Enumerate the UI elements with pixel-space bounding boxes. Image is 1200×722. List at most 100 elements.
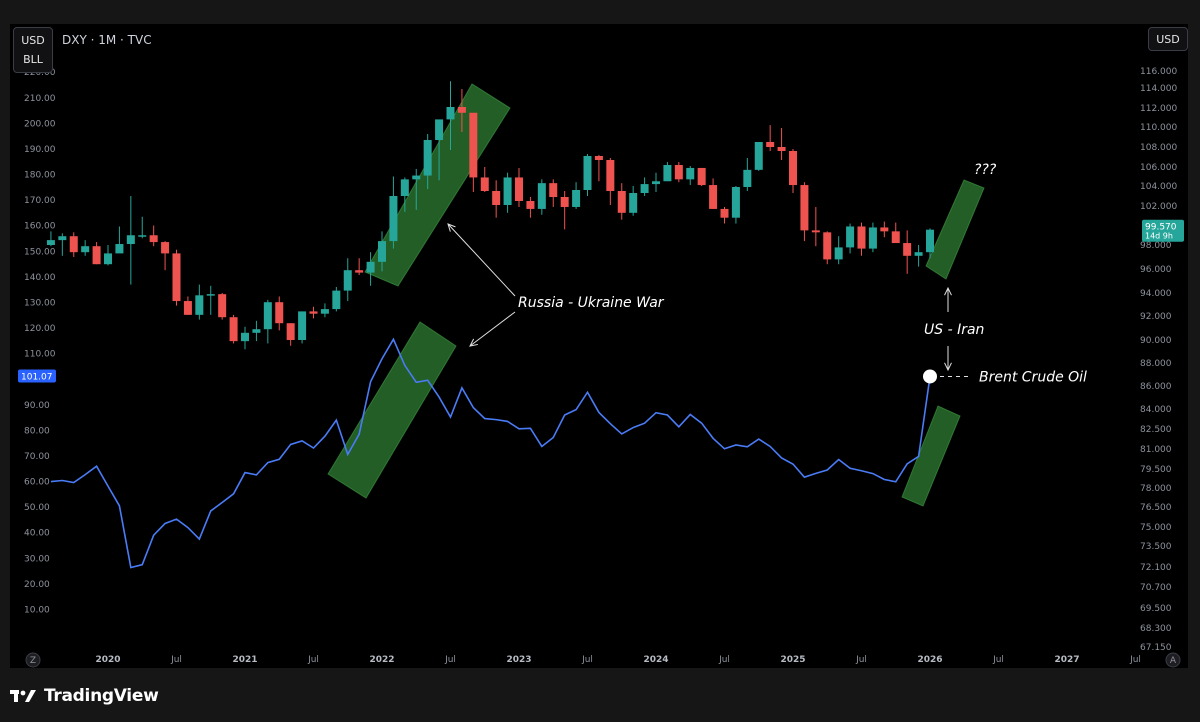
candle-body <box>263 302 272 330</box>
brand-name: TradingView <box>44 686 159 706</box>
oil-annotation: Brent Crude Oil <box>979 369 1087 385</box>
right-axis-tick: 70.700 <box>1140 583 1172 593</box>
candle-body <box>161 242 170 254</box>
iran-oil-highlight-box <box>901 405 961 507</box>
candle-body <box>469 112 478 178</box>
left-axis-tick: 150.00 <box>24 247 56 257</box>
candle-body <box>743 169 752 187</box>
oil-price-label: 101.07 <box>21 372 53 382</box>
candle-body <box>709 185 718 209</box>
iran-arrow-up-head <box>944 286 952 296</box>
candle-body <box>629 193 638 213</box>
right-axis-tick: 116.000 <box>1140 67 1177 77</box>
candle-body <box>686 167 695 180</box>
right-axis-tick: 96.000 <box>1140 265 1172 275</box>
right-axis-tick: 82.500 <box>1140 425 1172 435</box>
auto-scale-right-label: A <box>1170 656 1177 666</box>
time-axis: 2020 Jul 2021 Jul 2022 Jul 2023 Jul 2024 Jul 2025 J… <box>25 652 1181 668</box>
candle-body <box>149 235 158 243</box>
candle-body <box>594 156 603 160</box>
symbol-title: DXY · 1M · TVC <box>62 33 152 47</box>
time-axis-tick: Jul <box>992 655 1004 665</box>
right-axis-tick: 112.000 <box>1140 104 1177 114</box>
time-axis-tick: 2023 <box>506 655 531 665</box>
right-scale-selector[interactable]: USD <box>1148 27 1188 51</box>
candle-body <box>81 246 90 253</box>
candle-body <box>583 156 592 190</box>
left-axis-tick: 20.00 <box>24 580 50 590</box>
candle-body <box>926 229 934 253</box>
right-currency-label[interactable]: USD <box>1156 32 1180 46</box>
left-currency-label[interactable]: USD <box>21 34 45 47</box>
left-axis-tick: 210.00 <box>24 94 56 104</box>
annotations: Russia - Ukraine War US - Iran Brent Crude… <box>447 162 1087 385</box>
dxy-price-label: 99.570 <box>1145 223 1177 233</box>
left-axis-tick: 190.00 <box>24 145 56 155</box>
right-axis-tick: 94.000 <box>1140 289 1172 299</box>
right-axis-tick: 92.000 <box>1140 312 1172 322</box>
left-unit-label[interactable]: BLL <box>23 53 43 66</box>
dxy-price-badge <box>1142 219 1184 242</box>
candle-body <box>492 191 501 205</box>
iran-dxy-highlight-box <box>925 179 985 280</box>
candle-body <box>229 317 238 342</box>
right-axis-tick: 102.000 <box>1140 202 1177 212</box>
candle-body <box>69 236 78 253</box>
candle-body <box>435 119 444 140</box>
candle-body <box>138 235 147 237</box>
tradingview-branding: TradingView <box>10 684 159 708</box>
left-axis-tick: 160.00 <box>24 222 56 232</box>
right-axis-tick: 108.000 <box>1140 143 1177 153</box>
left-axis-tick: 200.00 <box>24 119 56 129</box>
time-axis-tick: 2025 <box>780 655 805 665</box>
left-axis-tick: 140.00 <box>24 273 56 283</box>
time-axis-tick: Jul <box>581 655 593 665</box>
right-axis-tick: 76.500 <box>1140 503 1172 513</box>
right-axis-tick: 86.000 <box>1140 382 1172 392</box>
candle-body <box>332 290 341 310</box>
candle-body <box>663 165 672 182</box>
candle-body <box>674 165 683 180</box>
left-axis-tick: 170.00 <box>24 196 56 206</box>
right-axis-tick: 84.000 <box>1140 405 1172 415</box>
candle-body <box>560 197 569 207</box>
right-axis-tick: 69.500 <box>1140 604 1172 614</box>
left-axis-tick: 120.00 <box>24 324 56 334</box>
time-axis-tick: 2027 <box>1054 655 1079 665</box>
left-price-axis: 220.00 210.00 200.00 190.00 180.00 170.00 160.… <box>18 68 56 615</box>
right-axis-tick: 75.000 <box>1140 523 1172 533</box>
candle-body <box>868 227 877 249</box>
left-axis-tick: 40.00 <box>24 529 50 539</box>
chart-panel[interactable]: Russia - Ukraine War US - Iran Brent Crude… <box>10 24 1188 668</box>
candle-body <box>366 261 375 273</box>
candle-body <box>903 243 912 256</box>
auto-scale-left-button <box>25 652 41 668</box>
time-axis-tick: 2026 <box>917 655 942 665</box>
candle-body <box>720 208 729 218</box>
left-axis-tick: 70.00 <box>24 452 50 462</box>
candle-body <box>355 270 364 273</box>
candle-body <box>298 311 307 340</box>
right-axis-tick: 106.000 <box>1140 163 1177 173</box>
candle-body <box>811 230 820 233</box>
candle-body <box>446 107 455 120</box>
left-scale-selector[interactable]: USD BLL <box>13 27 53 73</box>
candle-body <box>58 236 67 241</box>
time-axis-tick: Jul <box>444 655 456 665</box>
right-axis-tick: 114.000 <box>1140 84 1177 94</box>
dxy-countdown-label: 14d 9h <box>1145 232 1173 241</box>
candle-body <box>789 151 797 186</box>
candle-body <box>515 177 523 201</box>
chart-canvas[interactable]: Russia - Ukraine War US - Iran Brent Crude… <box>10 24 1188 668</box>
candle-body <box>914 252 923 256</box>
candle-body <box>412 175 421 180</box>
right-axis-tick: 73.500 <box>1140 542 1172 552</box>
war-oil-highlight-box <box>327 321 457 499</box>
tradingview-logo-icon <box>10 690 36 702</box>
candle-body <box>697 167 706 186</box>
candle-body <box>286 323 295 340</box>
candle-body <box>834 247 843 260</box>
left-axis-tick: 10.00 <box>24 605 50 615</box>
time-axis-tick: Jul <box>718 655 730 665</box>
candle-body <box>754 142 763 170</box>
